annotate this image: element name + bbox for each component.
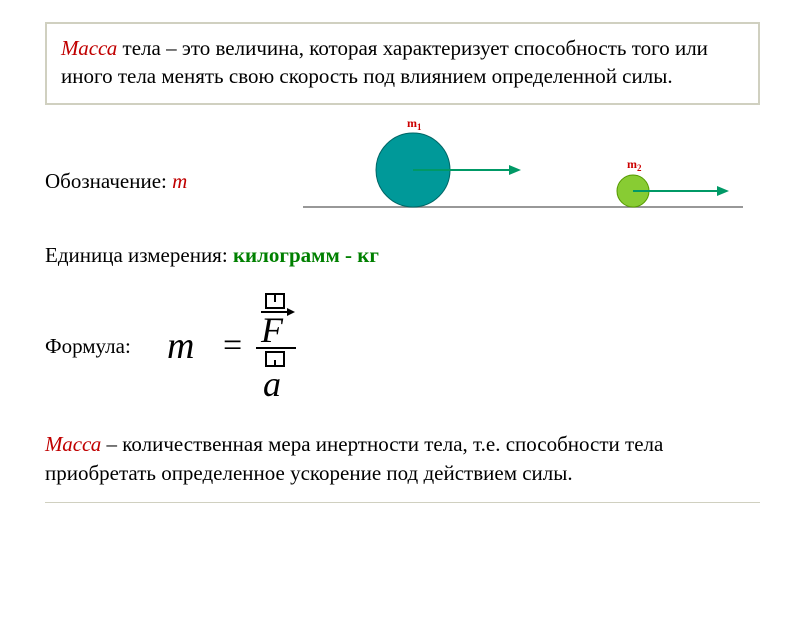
term-mass-1: Масса [61, 36, 117, 60]
notation-block: Обозначение: m [45, 141, 187, 194]
notation-symbol: m [172, 169, 187, 193]
definition-top: Масса тела – это величина, которая харак… [45, 22, 760, 105]
unit-row: Единица измерения: килограмм - кг [45, 243, 760, 268]
formula-row: Формула: m = F a [45, 292, 760, 402]
formula-eq: = [223, 327, 242, 364]
definition-bottom: Масса – количественная мера инертности т… [45, 430, 760, 489]
term-mass-2: Масса [45, 432, 101, 456]
notation-and-diagram-row: Обозначение: m m1 m2 [45, 123, 760, 213]
notation-label: Обозначение: [45, 169, 172, 193]
formula-m: m [167, 325, 194, 367]
formula-F: F [260, 310, 284, 350]
unit-label: Единица измерения: [45, 243, 233, 267]
formula-F-arrow-head [287, 308, 295, 316]
formula-svg: m = F a [161, 292, 341, 402]
formula-a: a [263, 364, 281, 402]
definition-rest-1: тела – это величина, которая характеризу… [61, 36, 708, 88]
mass-diagram: m1 m2 [303, 115, 753, 215]
arrow-2-head [717, 186, 729, 196]
formula-label: Формула: [45, 334, 131, 359]
m2-label: m2 [627, 157, 642, 173]
m1-label: m1 [407, 116, 422, 132]
bottom-divider [45, 502, 760, 503]
definition-rest-2: – количественная мера инертности тела, т… [45, 432, 663, 485]
arrow-1-head [509, 165, 521, 175]
unit-value: килограмм - кг [233, 243, 379, 267]
